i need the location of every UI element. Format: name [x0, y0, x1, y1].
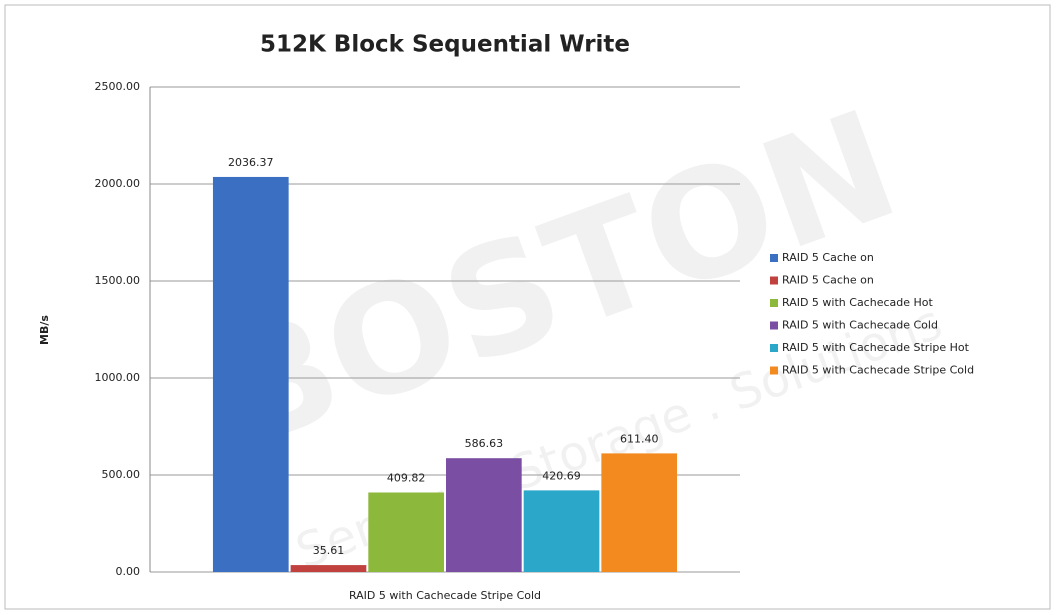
- bar: [290, 565, 367, 572]
- legend-swatch: [770, 276, 778, 285]
- y-tick-label: 0.00: [116, 565, 141, 578]
- y-tick-label: 500.00: [102, 468, 141, 481]
- bar: [446, 458, 522, 572]
- legend-swatch: [770, 299, 778, 307]
- legend-label: RAID 5 with Cachecade Stripe Hot: [782, 341, 970, 354]
- y-tick-label: 1000.00: [95, 371, 141, 384]
- value-label: 409.82: [387, 471, 426, 484]
- x-tick-label: RAID 5 with Cachecade Stripe Cold: [349, 589, 541, 602]
- legend-label: RAID 5 with Cachecade Cold: [782, 319, 938, 332]
- bar: [212, 176, 289, 572]
- value-label: 35.61: [313, 544, 345, 557]
- chart-title: 512K Block Sequential Write: [260, 32, 630, 58]
- y-tick-label: 2500.00: [95, 80, 141, 93]
- value-label: 611.40: [620, 432, 659, 445]
- bar: [368, 492, 444, 572]
- bar: [523, 490, 600, 572]
- legend-swatch: [770, 344, 778, 352]
- legend-swatch: [770, 254, 778, 262]
- value-label: 420.69: [542, 469, 581, 482]
- legend-label: RAID 5 Cache on: [782, 274, 874, 287]
- legend-label: RAID 5 with Cachecade Hot: [782, 296, 934, 309]
- legend-label: RAID 5 Cache on: [782, 251, 874, 264]
- bar: [601, 453, 678, 572]
- legend-swatch: [770, 366, 778, 375]
- legend-label: RAID 5 with Cachecade Stripe Cold: [782, 364, 974, 377]
- value-label: 586.63: [465, 437, 504, 450]
- legend-swatch: [770, 321, 778, 330]
- value-label: 2036.37: [228, 156, 274, 169]
- y-tick-label: 2000.00: [95, 177, 141, 190]
- y-tick-label: 1500.00: [95, 274, 141, 287]
- y-axis-label: MB/s: [38, 315, 51, 345]
